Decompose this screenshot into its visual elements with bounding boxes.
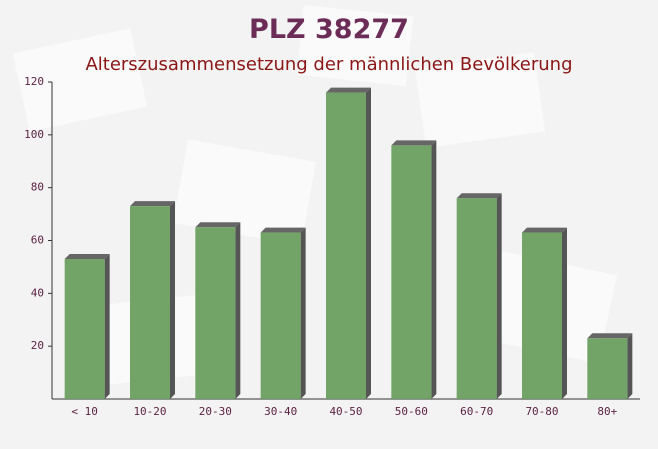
bar	[195, 227, 236, 399]
bar-top	[64, 253, 110, 259]
y-tick-label: 20	[31, 339, 44, 352]
bar-top	[391, 140, 437, 146]
x-tick-label: 60-70	[460, 405, 493, 418]
bar	[130, 206, 170, 399]
bar-side	[300, 227, 306, 399]
x-tick-label: 50-60	[395, 405, 428, 418]
x-tick-label: 40-50	[329, 405, 362, 418]
x-tick-label: 80+	[597, 405, 617, 418]
y-tick-label: 80	[31, 181, 44, 194]
y-tick-label: 60	[31, 234, 44, 247]
bar	[587, 338, 628, 399]
bar-side	[366, 87, 371, 400]
bar	[260, 232, 301, 399]
y-tick-label: 40	[31, 286, 44, 299]
bar-side	[627, 333, 633, 399]
bar	[326, 92, 366, 400]
y-tick-label: 120	[24, 75, 44, 88]
chart-subtitle: Alterszusammensetzung der männlichen Bev…	[85, 54, 572, 75]
bar-top	[326, 87, 371, 93]
bar-top	[130, 201, 175, 207]
bar-top	[587, 333, 633, 339]
x-tick-label: 30-40	[264, 405, 297, 418]
bar-top	[260, 227, 306, 233]
bar-side	[104, 253, 110, 399]
bar-top	[522, 227, 567, 233]
bar-top	[195, 222, 241, 228]
bar	[391, 145, 432, 399]
x-tick-label: 10-20	[133, 405, 166, 418]
chart-title: PLZ 38277	[249, 14, 409, 45]
bar-side	[496, 193, 502, 399]
bar-side	[431, 140, 437, 399]
bar-side	[562, 227, 567, 399]
bar	[64, 258, 105, 399]
x-tick-label: < 10	[71, 405, 98, 418]
bar	[456, 198, 497, 399]
bar-top	[456, 193, 502, 199]
bar-side	[235, 222, 241, 399]
x-tick-label: 20-30	[199, 405, 232, 418]
bar-side	[170, 201, 175, 399]
y-tick-label: 100	[24, 128, 44, 141]
x-tick-label: 70-80	[525, 405, 558, 418]
bar	[522, 232, 562, 399]
